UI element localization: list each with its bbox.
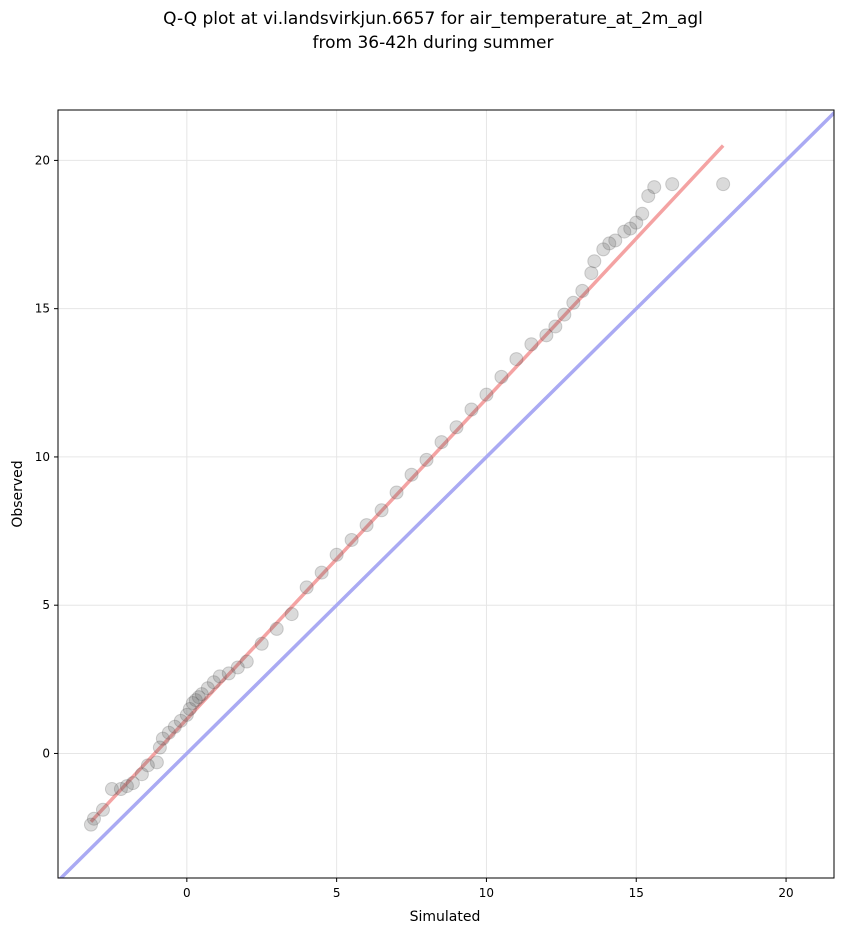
quantile-point — [608, 233, 623, 248]
quantile-point — [464, 402, 479, 417]
quantile-point — [221, 666, 236, 681]
quantile-point — [83, 817, 98, 832]
quantile-point — [647, 180, 662, 195]
quantile-point — [389, 485, 404, 500]
quantile-point — [329, 547, 344, 562]
quantile-point — [584, 266, 599, 281]
quantile-point — [641, 188, 656, 203]
quantile-point — [617, 224, 632, 239]
quantile-point — [179, 707, 194, 722]
quantile-point — [185, 696, 200, 711]
quantile-point — [602, 236, 617, 251]
quantile-point — [113, 782, 128, 797]
quantile-point — [212, 669, 227, 684]
quantile-point — [86, 811, 101, 826]
quantile-point — [404, 467, 419, 482]
quantile-point — [359, 518, 374, 533]
y-axis-label: Observed — [10, 460, 26, 527]
x-tick-label: 15 — [629, 886, 644, 900]
quantile-point — [155, 731, 170, 746]
quantile-point — [134, 767, 149, 782]
quantile-point — [629, 215, 644, 230]
x-tick-label: 5 — [333, 886, 341, 900]
quantile-point — [524, 337, 539, 352]
quantile-point — [125, 776, 140, 791]
quantile-point — [449, 420, 464, 435]
y-tick-label: 5 — [42, 598, 50, 612]
y-tick-label: 15 — [35, 302, 50, 316]
x-axis-ticks: 0 5 10 15 20 — [183, 878, 794, 900]
x-tick-label: 20 — [778, 886, 793, 900]
quantile-point — [167, 719, 182, 734]
quantile-point — [194, 687, 209, 702]
quantile-point — [344, 532, 359, 547]
quantile-point — [269, 621, 284, 636]
y-tick-label: 20 — [35, 153, 50, 167]
quantile-point — [149, 755, 164, 770]
quantile-point — [566, 295, 581, 310]
y-tick-label: 10 — [35, 450, 50, 464]
quantile-point — [374, 503, 389, 518]
quantile-point — [509, 352, 524, 367]
quantile-point — [419, 452, 434, 467]
quantile-point — [665, 177, 680, 192]
quantile-point — [494, 369, 509, 384]
quantile-point — [230, 660, 245, 675]
quantile-point — [596, 242, 611, 257]
quantile-point — [173, 713, 188, 728]
x-tick-label: 0 — [183, 886, 191, 900]
fit-line — [89, 144, 725, 823]
y-axis-ticks: 0 5 10 15 20 — [35, 153, 58, 760]
quantile-point — [161, 725, 176, 740]
quantile-point — [557, 307, 572, 322]
quantile-point — [716, 177, 731, 192]
quantile-point — [575, 283, 590, 298]
y-tick-label: 0 — [42, 746, 50, 760]
quantile-point — [104, 782, 119, 797]
x-tick-label: 10 — [479, 886, 494, 900]
quantile-point — [119, 779, 134, 794]
identity-reference-line — [58, 110, 834, 878]
quantile-point — [200, 681, 215, 696]
quantile-point — [284, 607, 299, 622]
quantile-point — [314, 565, 329, 580]
quantile-point — [434, 435, 449, 450]
quantile-points — [83, 177, 731, 832]
quantile-point — [587, 254, 602, 269]
quantile-point — [140, 758, 155, 773]
quantile-point — [95, 802, 110, 817]
quantile-point — [188, 693, 203, 708]
quantile-point — [182, 701, 197, 716]
quantile-point — [539, 328, 554, 343]
quantile-point — [239, 654, 254, 669]
quantile-point — [206, 675, 221, 690]
quantile-point — [548, 319, 563, 334]
grid-lines — [58, 110, 834, 878]
quantile-point — [191, 690, 206, 705]
quantile-point — [254, 636, 269, 651]
quantile-point — [299, 580, 314, 595]
x-axis-label: Simulated — [410, 909, 481, 925]
chart-subtitle: from 36-42h during summer — [313, 33, 554, 53]
quantile-point — [635, 206, 650, 221]
quantile-point — [623, 221, 638, 236]
quantile-point — [479, 387, 494, 402]
quantile-point — [152, 740, 167, 755]
chart-title: Q-Q plot at vi.landsvirkjun.6657 for air… — [163, 9, 703, 29]
plot-frame — [57, 109, 835, 879]
plot-area — [58, 110, 834, 878]
